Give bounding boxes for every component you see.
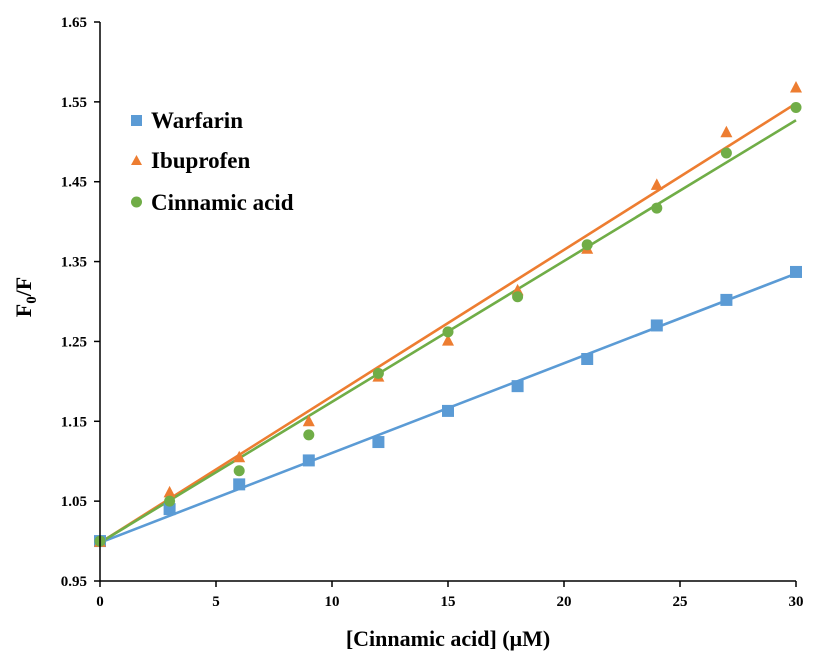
y-axis-title-subscript: 0: [24, 296, 40, 304]
data-point-warfarin: [790, 265, 802, 278]
y-axis-title-main: F: [11, 304, 36, 317]
data-point-cinnamic-acid: [581, 239, 593, 251]
data-point-warfarin: [302, 454, 315, 467]
x-axis-title: [Cinnamic acid] (μM): [346, 626, 550, 651]
data-point-warfarin: [163, 503, 176, 516]
data-point-cinnamic-acid: [720, 147, 732, 159]
data-point-cinnamic-acid: [372, 367, 384, 379]
data-markers: [94, 80, 802, 548]
y-axis-title: F0/F: [11, 277, 40, 318]
data-point-ibuprofen: [720, 125, 733, 138]
y-tick-label: 1.35: [61, 255, 87, 271]
legend-item-cinnamic-acid: Cinnamic acid: [131, 190, 294, 215]
legend-label-warfarin: Warfarin: [151, 108, 243, 133]
y-axis-ticks: 0.95 1.05 1.15 1.25 1.35 1.45 1.55 1.65: [61, 15, 100, 590]
data-point-cinnamic-acid: [233, 465, 245, 477]
y-tick-label: 1.65: [61, 15, 87, 31]
y-tick-label: 1.05: [61, 494, 87, 510]
data-point-warfarin: [581, 352, 594, 365]
data-point-warfarin: [720, 293, 733, 306]
y-tick-label: 1.15: [61, 414, 87, 430]
y-tick-label: 1.55: [61, 95, 87, 111]
x-tick-label: 25: [673, 594, 688, 610]
data-point-warfarin: [442, 404, 454, 417]
data-point-warfarin: [372, 436, 385, 449]
data-point-cinnamic-acid: [164, 495, 176, 507]
data-point-ibuprofen: [302, 414, 315, 427]
series-warfarin: [94, 265, 802, 548]
x-tick-label: 15: [441, 594, 456, 610]
data-point-warfarin: [233, 478, 246, 491]
legend-marker-square: [131, 115, 142, 126]
y-tick-label: 1.25: [61, 334, 87, 350]
legend-label-ibuprofen: Ibuprofen: [151, 148, 250, 173]
x-tick-label: 5: [212, 594, 220, 610]
data-point-ibuprofen: [790, 80, 802, 93]
legend-label-cinnamic-acid: Cinnamic acid: [151, 190, 294, 215]
y-tick-label: 1.45: [61, 175, 87, 191]
x-tick-label: 0: [96, 594, 104, 610]
legend: Warfarin Ibuprofen Cinnamic acid: [131, 108, 294, 215]
data-point-cinnamic-acid: [790, 101, 802, 113]
axes: [99, 22, 796, 582]
x-axis-ticks: 0 5 10 15 20 25 30: [96, 581, 804, 610]
data-point-warfarin: [511, 380, 524, 393]
legend-item-ibuprofen: Ibuprofen: [131, 148, 250, 173]
data-point-ibuprofen: [650, 178, 663, 190]
y-tick-label: 0.95: [61, 574, 87, 590]
data-point-cinnamic-acid: [651, 202, 663, 214]
data-point-ibuprofen: [163, 485, 176, 498]
fit-line-ibuprofen: [99, 102, 797, 544]
series-cinnamic-acid: [94, 101, 802, 547]
data-point-cinnamic-acid: [442, 326, 454, 338]
legend-marker-circle: [131, 196, 142, 208]
data-point-warfarin: [650, 319, 663, 332]
legend-marker-triangle: [131, 155, 142, 165]
y-axis-title-tail: /F: [11, 277, 36, 298]
data-point-cinnamic-acid: [303, 429, 315, 441]
x-tick-label: 20: [557, 594, 572, 610]
data-point-cinnamic-acid: [512, 291, 524, 303]
data-point-ibuprofen: [233, 450, 246, 463]
x-tick-label: 10: [325, 594, 340, 610]
x-tick-label: 30: [789, 594, 804, 610]
data-point-ibuprofen: [442, 334, 454, 346]
legend-item-warfarin: Warfarin: [131, 108, 243, 133]
